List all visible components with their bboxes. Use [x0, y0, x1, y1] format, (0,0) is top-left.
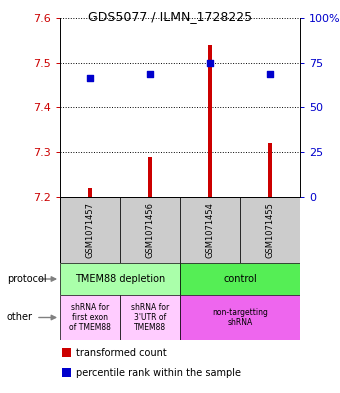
- Bar: [63, 368, 71, 377]
- Text: shRNA for
3'UTR of
TMEM88: shRNA for 3'UTR of TMEM88: [131, 303, 169, 332]
- Bar: [63, 348, 71, 357]
- Text: GSM1071455: GSM1071455: [266, 202, 274, 258]
- Text: shRNA for
first exon
of TMEM88: shRNA for first exon of TMEM88: [69, 303, 111, 332]
- Point: [207, 60, 213, 66]
- Text: percentile rank within the sample: percentile rank within the sample: [75, 367, 241, 378]
- Bar: [180, 263, 300, 295]
- Text: protocol: protocol: [7, 274, 47, 284]
- Bar: [180, 197, 240, 263]
- Text: TMEM88 depletion: TMEM88 depletion: [75, 274, 165, 284]
- Point: [87, 75, 93, 82]
- Text: non-targetting
shRNA: non-targetting shRNA: [212, 308, 268, 327]
- Text: other: other: [7, 312, 33, 323]
- Point: [267, 71, 273, 77]
- Point: [147, 71, 153, 77]
- Bar: [240, 197, 300, 263]
- Bar: [60, 295, 120, 340]
- Bar: [120, 197, 180, 263]
- Text: transformed count: transformed count: [75, 348, 166, 358]
- Bar: [208, 45, 212, 197]
- Bar: [148, 157, 152, 197]
- Bar: [120, 295, 180, 340]
- Text: GSM1071454: GSM1071454: [205, 202, 215, 258]
- Text: GSM1071456: GSM1071456: [146, 202, 154, 258]
- Bar: [268, 143, 272, 197]
- Bar: [88, 188, 92, 197]
- Text: GDS5077 / ILMN_1728225: GDS5077 / ILMN_1728225: [88, 10, 252, 23]
- Bar: [60, 197, 120, 263]
- Text: control: control: [223, 274, 257, 284]
- Text: GSM1071457: GSM1071457: [85, 202, 95, 258]
- Bar: [180, 295, 300, 340]
- Bar: [60, 263, 180, 295]
